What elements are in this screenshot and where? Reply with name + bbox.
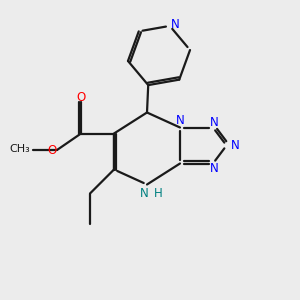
Text: N: N xyxy=(176,114,184,128)
Text: N: N xyxy=(230,139,239,152)
Text: N: N xyxy=(171,18,179,31)
Text: CH₃: CH₃ xyxy=(9,144,30,154)
Text: H: H xyxy=(154,187,163,200)
Text: N: N xyxy=(140,187,149,200)
Text: N: N xyxy=(210,116,219,130)
Text: O: O xyxy=(76,91,85,104)
Text: N: N xyxy=(210,161,219,175)
Text: O: O xyxy=(47,143,56,157)
